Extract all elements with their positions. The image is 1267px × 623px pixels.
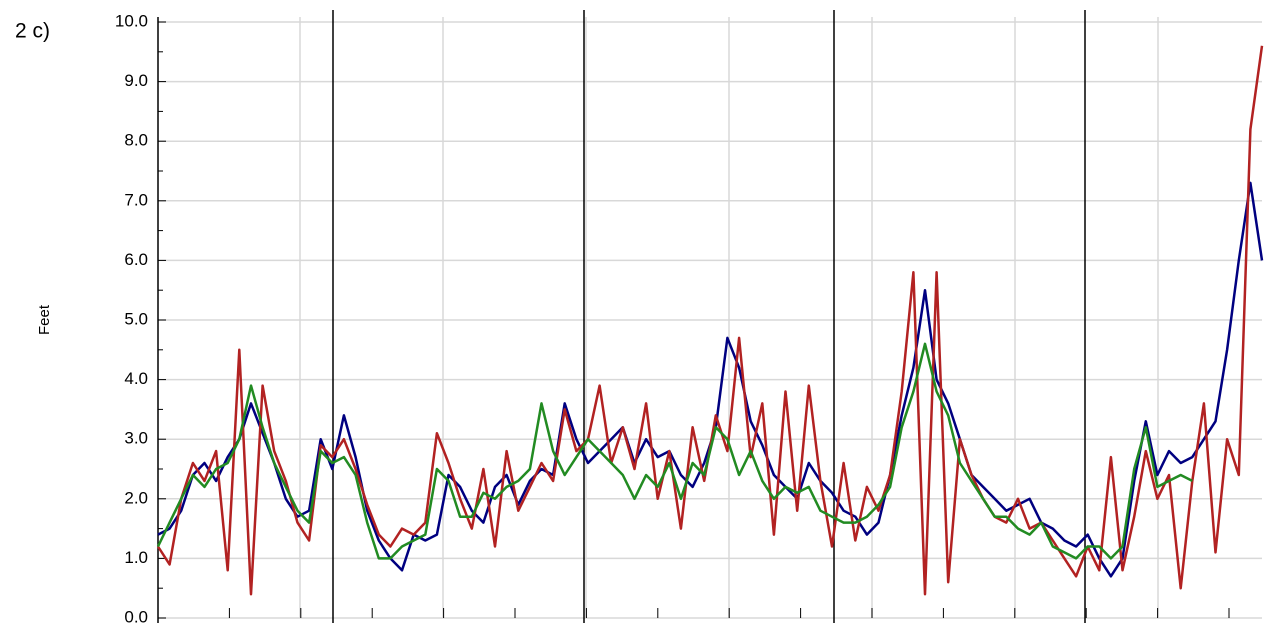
y-axis-label: Feet [36, 304, 53, 335]
y-tick-label: 10.0 [115, 11, 148, 30]
y-tick-label: 4.0 [124, 369, 148, 388]
y-tick-label: 8.0 [124, 131, 148, 150]
y-tick-label: 1.0 [124, 548, 148, 567]
chart-title: 2 c) [15, 20, 50, 43]
y-tick-label: 0.0 [124, 607, 148, 623]
y-tick-label: 7.0 [124, 190, 148, 209]
y-tick-label: 5.0 [124, 309, 148, 328]
y-tick-label: 3.0 [124, 429, 148, 448]
y-tick-label: 9.0 [124, 71, 148, 90]
series-line [156, 342, 1193, 560]
y-tick-label: 2.0 [124, 488, 148, 507]
y-tick-label: 6.0 [124, 250, 148, 269]
